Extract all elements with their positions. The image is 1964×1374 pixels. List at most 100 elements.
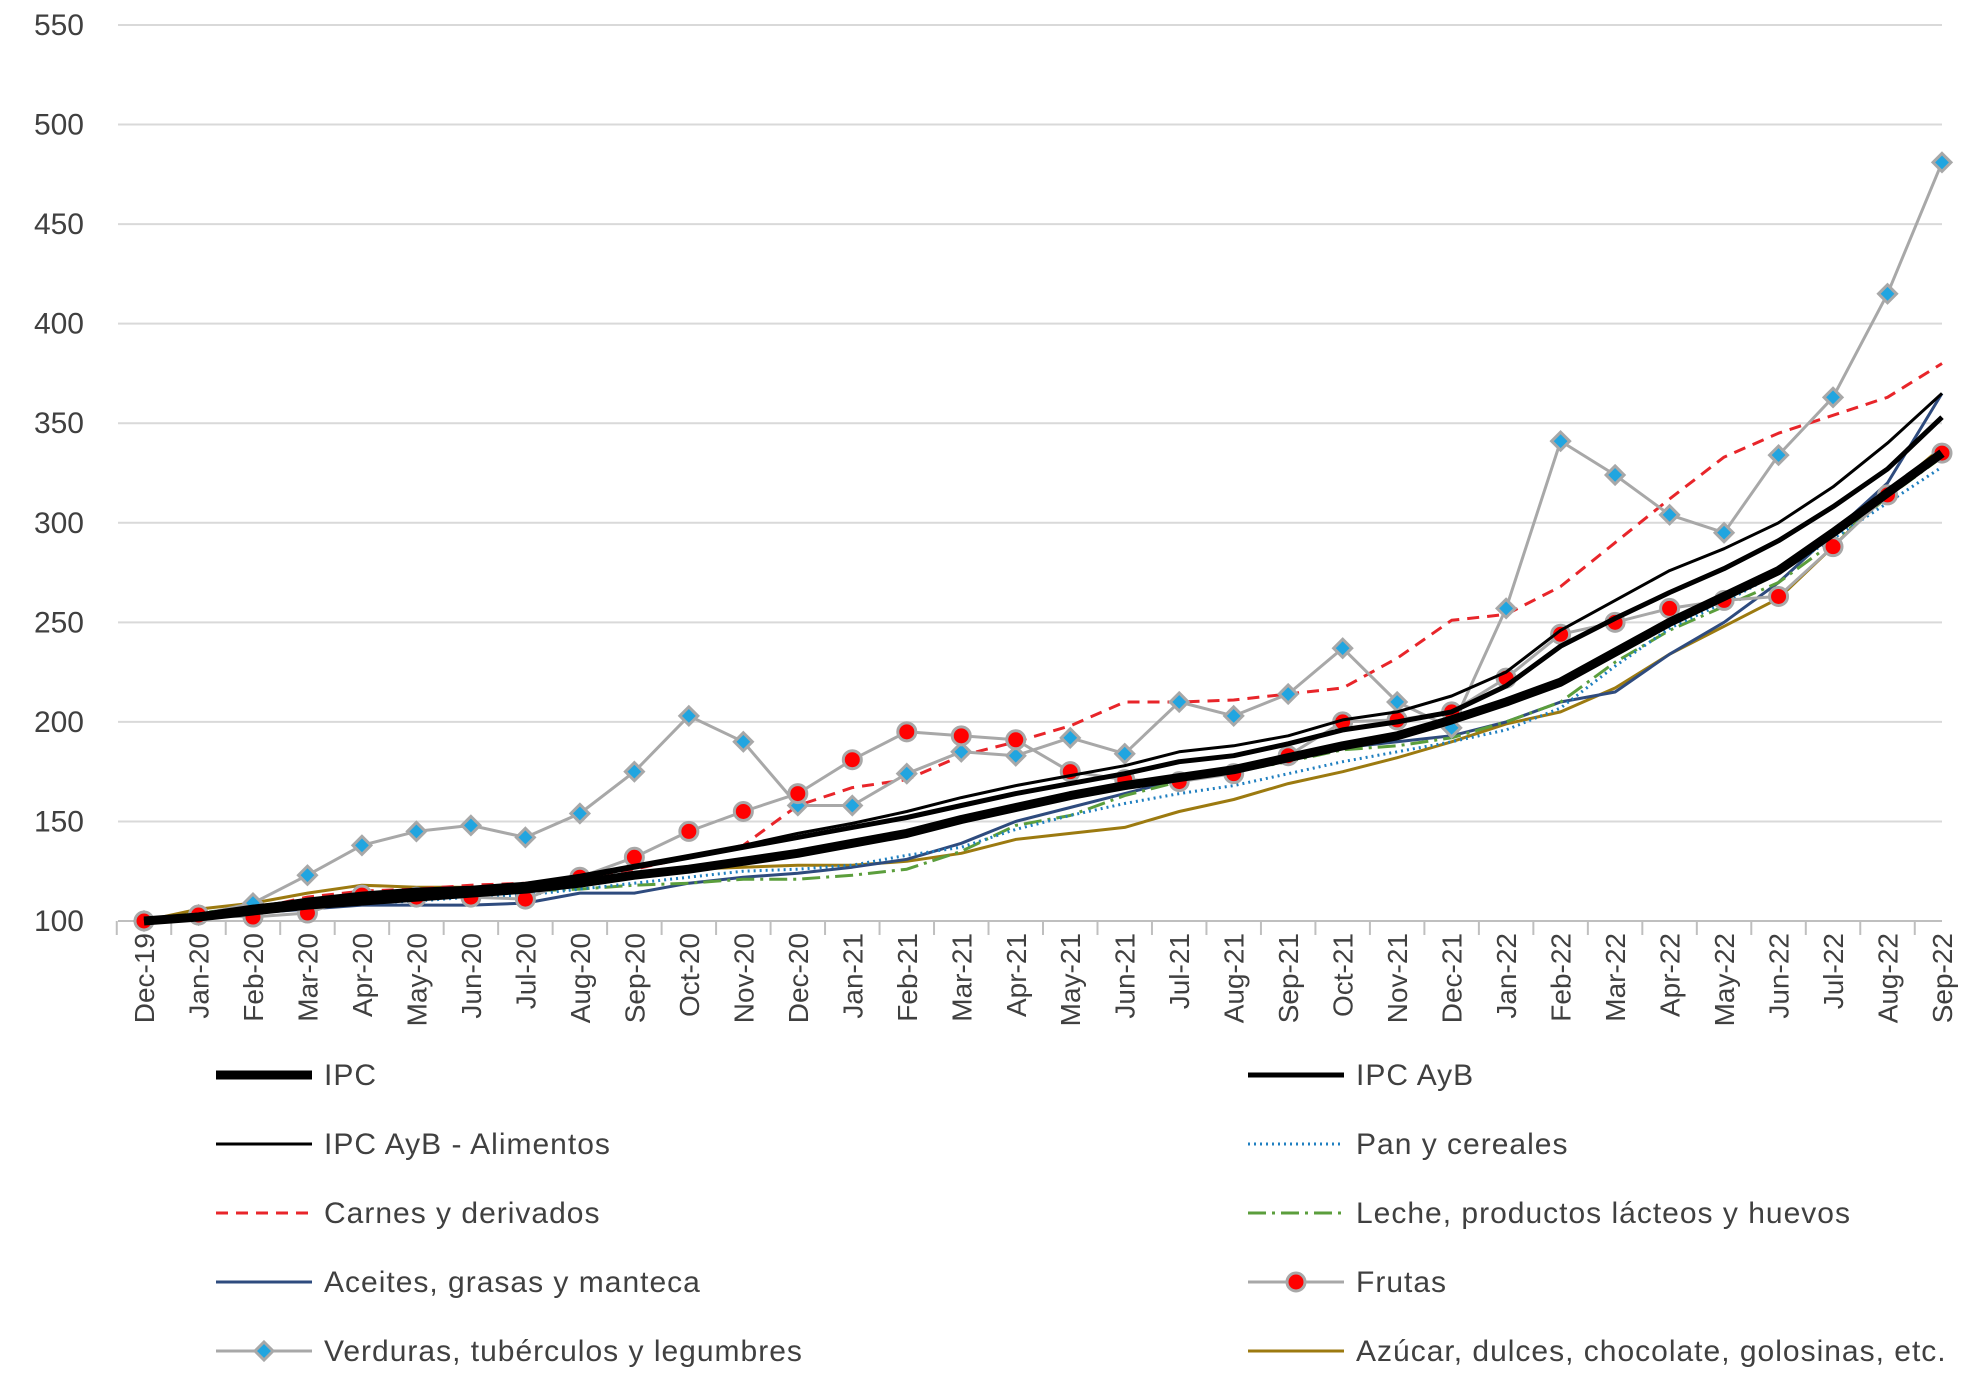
y-tick-label: 150 <box>34 805 84 838</box>
data-point-marker <box>405 820 428 843</box>
data-point-marker <box>1658 503 1681 526</box>
series-8 <box>132 151 1954 933</box>
data-point-marker <box>1494 597 1518 620</box>
x-tick-label: Oct-21 <box>1328 933 1359 1017</box>
x-tick-label: Jul-21 <box>1164 933 1195 1009</box>
x-tick-label: May-21 <box>1055 933 1086 1026</box>
legend-item: Pan y cereales <box>1248 1128 1568 1161</box>
x-tick-label: Apr-20 <box>347 933 378 1017</box>
data-point-marker <box>732 800 754 822</box>
legend-item: IPC AyB - Alimentos <box>216 1128 611 1161</box>
x-tick-label: Aug-21 <box>1219 933 1250 1023</box>
series-line <box>143 392 1944 923</box>
x-tick-label: Nov-21 <box>1382 933 1413 1023</box>
data-point-marker <box>1550 623 1572 645</box>
data-point-marker <box>296 864 319 887</box>
y-tick-label: 400 <box>34 308 84 341</box>
legend-label: Carnes y derivados <box>324 1197 600 1230</box>
series-layer <box>132 151 1954 933</box>
series-5 <box>143 455 1943 923</box>
data-point-marker <box>1222 704 1245 728</box>
data-point-marker <box>1603 463 1627 487</box>
data-point-marker <box>1277 682 1300 706</box>
data-point-marker <box>1549 430 1572 453</box>
data-point-marker <box>1005 729 1027 751</box>
y-tick-label: 350 <box>34 407 84 440</box>
data-point-marker <box>841 749 863 771</box>
y-tick-label: 500 <box>34 109 84 142</box>
x-tick-label: Aug-20 <box>565 933 596 1023</box>
series-line <box>143 455 1943 923</box>
x-tick-label: Mar-21 <box>946 933 977 1022</box>
legend-label: IPC AyB - Alimentos <box>324 1128 611 1161</box>
x-tick-label: Feb-21 <box>892 933 923 1022</box>
data-point-marker <box>1712 521 1736 544</box>
legend-marker <box>1285 1271 1307 1293</box>
x-tick-label: Jan-20 <box>183 933 214 1019</box>
data-point-marker <box>1168 690 1191 714</box>
x-tick-label: Jun-20 <box>456 933 487 1019</box>
data-point-marker <box>950 725 972 747</box>
x-tick-label: Feb-20 <box>238 933 269 1022</box>
legend-item: Carnes y derivados <box>216 1197 600 1230</box>
series-1 <box>143 415 1944 924</box>
data-point-marker <box>1821 386 1845 409</box>
series-line <box>143 415 1944 924</box>
legend-label: Leche, productos lácteos y huevos <box>1356 1197 1851 1230</box>
x-tick-label: Jul-22 <box>1818 933 1849 1009</box>
x-tick-label: Jan-22 <box>1491 933 1522 1019</box>
data-point-marker <box>678 820 700 842</box>
data-point-marker <box>1930 151 1954 174</box>
x-tick-label: Nov-20 <box>728 933 759 1023</box>
legend-label: Verduras, tubérculos y legumbres <box>324 1335 803 1368</box>
x-tick-label: Apr-22 <box>1655 933 1686 1017</box>
data-point-marker <box>1876 282 1899 305</box>
x-tick-label: Jun-21 <box>1110 933 1141 1019</box>
legend-item: Leche, productos lácteos y huevos <box>1248 1197 1851 1230</box>
x-tick-label: Aug-22 <box>1873 933 1904 1023</box>
x-tick-label: Feb-22 <box>1546 933 1577 1022</box>
x-tick-label: Sep-21 <box>1273 933 1304 1023</box>
series-line <box>143 392 1944 923</box>
x-tick-label: Sep-20 <box>619 933 650 1023</box>
legend-item: Verduras, tubérculos y legumbres <box>216 1335 803 1368</box>
data-point-marker <box>623 760 646 783</box>
x-tick-label: Sep-22 <box>1927 933 1958 1023</box>
data-point-marker <box>1767 443 1790 467</box>
y-tick-label: 250 <box>34 606 84 639</box>
x-tick-label: Jan-21 <box>837 933 868 1019</box>
data-point-marker <box>787 783 809 805</box>
data-point-marker <box>350 834 374 857</box>
x-tick-label: May-20 <box>401 933 432 1026</box>
series-0 <box>143 449 1945 926</box>
x-tick-label: May-22 <box>1709 933 1740 1026</box>
legend-item: IPC <box>216 1059 377 1092</box>
y-tick-label: 550 <box>34 9 84 42</box>
legend: IPC IPC AyB IPC AyB - Alimentos Pan y cerea… <box>216 1059 1946 1368</box>
y-tick-label: 300 <box>34 507 84 540</box>
grid-layer <box>118 24 1942 823</box>
legend-label: IPC AyB <box>1356 1059 1474 1092</box>
y-tick-label: 450 <box>34 208 84 241</box>
series-line <box>143 465 1943 923</box>
y-tick-label: 200 <box>34 706 84 739</box>
legend-item: Aceites, grasas y manteca <box>216 1266 701 1299</box>
data-point-marker <box>1059 726 1082 749</box>
legend-marker <box>252 1339 276 1363</box>
legend-label: IPC <box>324 1059 377 1092</box>
x-tick-label: Dec-21 <box>1437 933 1468 1023</box>
data-point-marker <box>732 730 755 753</box>
legend-label: Frutas <box>1356 1266 1447 1299</box>
data-point-marker <box>895 762 918 785</box>
legend-label: Aceites, grasas y manteca <box>324 1266 701 1299</box>
legend-label: Pan y cereales <box>1356 1128 1568 1161</box>
x-tick-label: Dec-20 <box>783 933 814 1023</box>
legend-item: Azúcar, dulces, chocolate, golosinas, et… <box>1248 1335 1946 1368</box>
data-point-marker <box>1113 742 1136 765</box>
series-3 <box>143 465 1943 923</box>
axis-layer: 100 150 200 250 300 350 400 450 500 550 Dec-19 Jan-… <box>34 9 1958 1026</box>
y-tick-label: 100 <box>34 905 84 938</box>
data-point-marker <box>950 740 973 763</box>
